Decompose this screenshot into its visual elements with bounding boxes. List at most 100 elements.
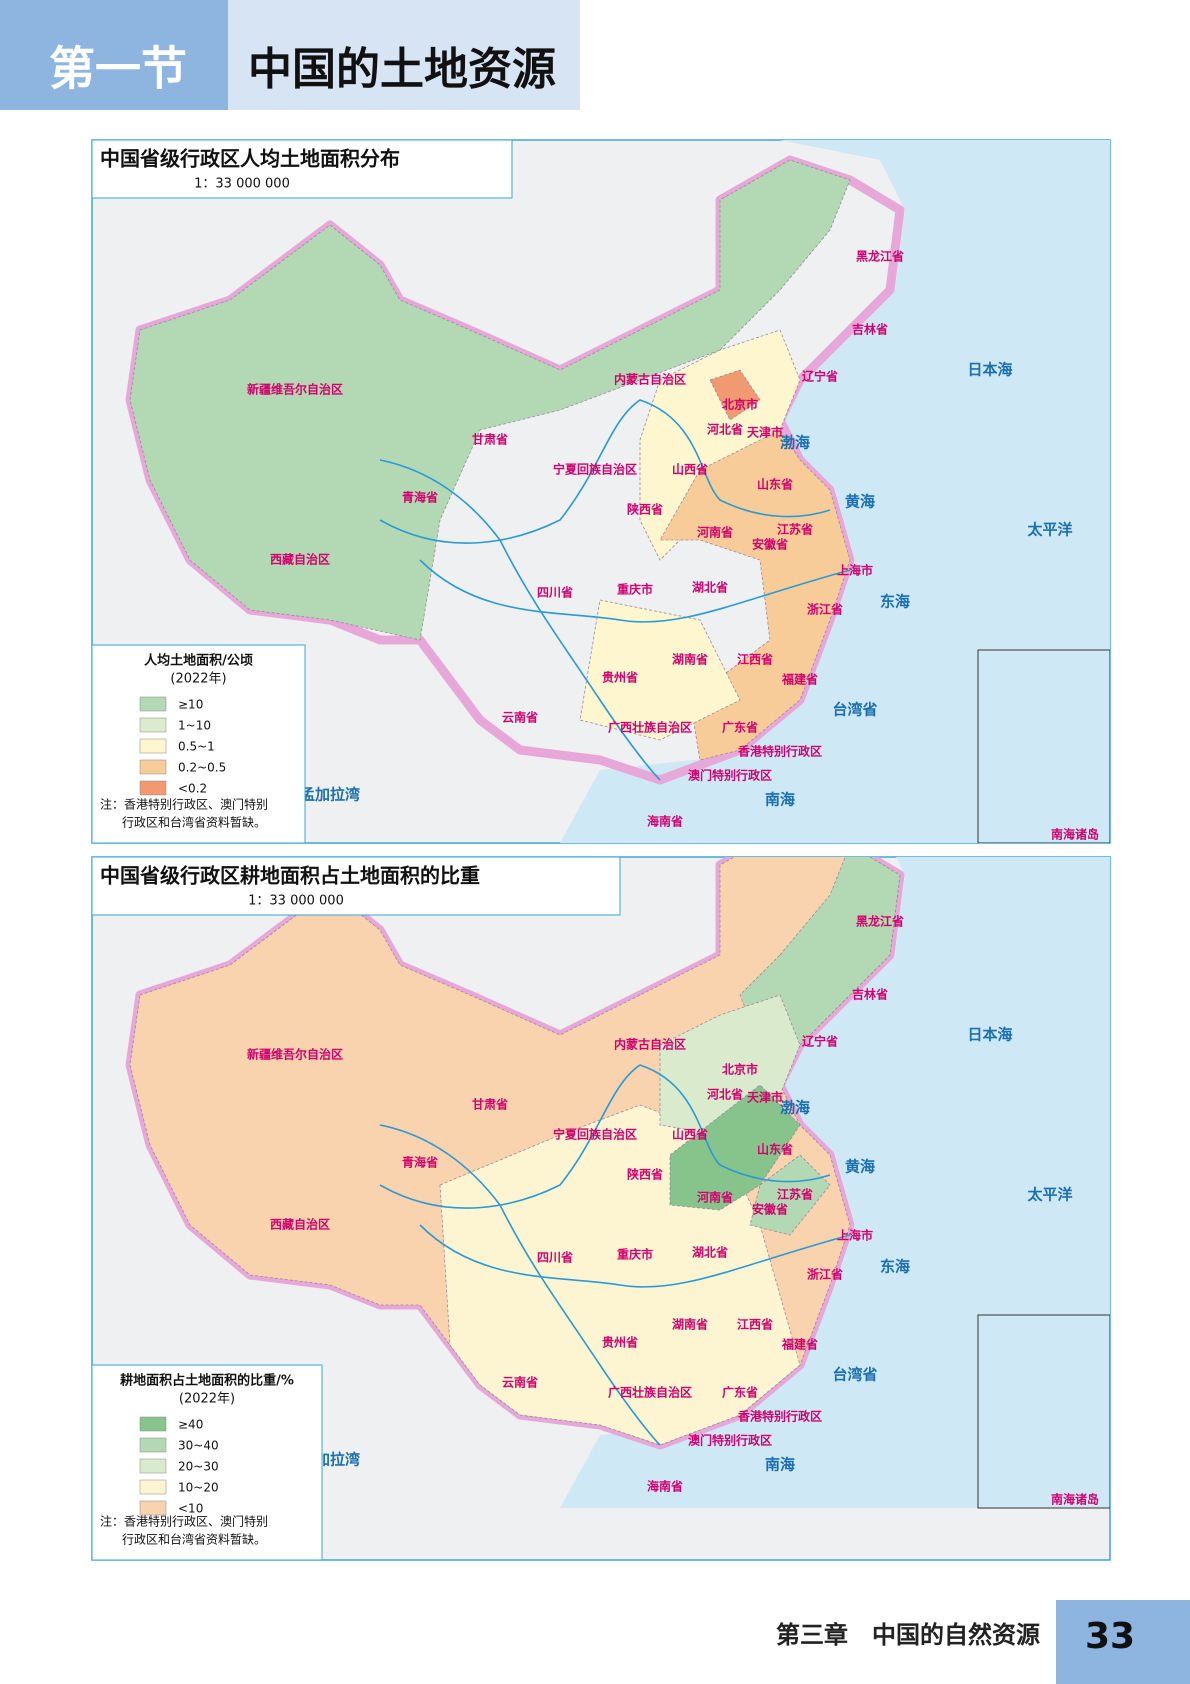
legend-label: 0.2~0.5 bbox=[178, 761, 226, 775]
sea-label: 东海 bbox=[880, 593, 910, 611]
legend-note: 注：香港特别行政区、澳门特别 bbox=[100, 1514, 268, 1529]
sea-label: 渤海 bbox=[780, 434, 810, 452]
legend-label: 20~30 bbox=[178, 1460, 219, 1474]
place-label: 新疆维吾尔自治区 bbox=[247, 382, 343, 397]
place-label: 香港特别行政区 bbox=[737, 1409, 822, 1424]
place-label: 甘肃省 bbox=[472, 1097, 508, 1112]
place-label: 重庆市 bbox=[617, 1247, 653, 1262]
place-label: 甘肃省 bbox=[472, 432, 508, 447]
place-label: 新疆维吾尔自治区 bbox=[247, 1047, 343, 1062]
place-label: 天津市 bbox=[747, 425, 783, 440]
sea-label: 南海 bbox=[765, 1456, 795, 1474]
place-label: 重庆市 bbox=[617, 582, 653, 597]
region bbox=[579, 599, 741, 741]
place-label: 西藏自治区 bbox=[270, 1217, 330, 1232]
section-title: 中国的土地资源 bbox=[248, 44, 556, 95]
place-label: 河北省 bbox=[706, 422, 743, 437]
legend-swatch bbox=[139, 1500, 167, 1516]
place-label: 江西省 bbox=[737, 1317, 773, 1332]
place-label: 宁夏回族自治区 bbox=[553, 462, 637, 477]
legend-box bbox=[91, 644, 306, 844]
legend-label: <0.2 bbox=[178, 782, 207, 796]
place-label: 湖北省 bbox=[692, 580, 728, 595]
maps: 新疆维吾尔自治区西藏自治区青海省甘肃省内蒙古自治区四川省云南省贵州省广西壮族自治… bbox=[91, 139, 1111, 1561]
page-number-box bbox=[1056, 1600, 1190, 1684]
legend-swatch bbox=[139, 1437, 167, 1453]
place-label: 香港特别行政区 bbox=[737, 744, 822, 759]
place-label: 山西省 bbox=[672, 1127, 708, 1142]
legend-year: (2022年) bbox=[179, 1392, 235, 1407]
place-label: 宁夏回族自治区 bbox=[553, 1127, 637, 1142]
map-title: 中国省级行政区人均土地面积分布 bbox=[100, 147, 400, 171]
legend-note: 行政区和台湾省资料暂缺。 bbox=[122, 815, 266, 830]
place-label: 云南省 bbox=[502, 1375, 538, 1390]
legend-note: 行政区和台湾省资料暂缺。 bbox=[122, 1532, 266, 1547]
legend-title: 人均土地面积/公顷 bbox=[144, 653, 253, 669]
sea bbox=[560, 140, 1110, 843]
legend-swatch bbox=[139, 1416, 167, 1432]
place-label: 云南省 bbox=[502, 710, 538, 725]
map-title-box bbox=[91, 139, 513, 199]
legend-swatch bbox=[139, 696, 167, 712]
legend-label: 1~10 bbox=[178, 719, 211, 733]
place-label: 辽宁省 bbox=[802, 369, 838, 384]
place-label: 青海省 bbox=[402, 490, 438, 505]
sea-label: 日本海 bbox=[967, 1026, 1012, 1044]
place-label: 贵州省 bbox=[602, 1335, 638, 1350]
region bbox=[709, 369, 761, 421]
place-label: 河南省 bbox=[696, 1190, 733, 1205]
legend-label: ≥40 bbox=[178, 1418, 203, 1432]
place-label: 西藏自治区 bbox=[270, 552, 330, 567]
place-label: 天津市 bbox=[747, 1090, 783, 1105]
sea bbox=[560, 857, 1110, 1508]
legend-box bbox=[91, 1364, 323, 1561]
place-label: 浙江省 bbox=[807, 1267, 843, 1282]
place-label: 河北省 bbox=[706, 1087, 743, 1102]
legend-swatch bbox=[139, 1479, 167, 1495]
place-label: 广东省 bbox=[722, 1385, 758, 1400]
legend-label: 30~40 bbox=[178, 1439, 219, 1453]
map-scale: 1：33 000 000 bbox=[194, 177, 290, 192]
place-label: 湖北省 bbox=[692, 1245, 728, 1260]
place-label: 浙江省 bbox=[807, 602, 843, 617]
place-label: 陕西省 bbox=[627, 1167, 663, 1182]
region bbox=[129, 159, 851, 641]
chapter-title: 第三章 中国的自然资源 bbox=[776, 1621, 1040, 1649]
inset-frame bbox=[977, 1314, 1110, 1509]
map-scale: 1：33 000 000 bbox=[248, 894, 344, 909]
place-label: 安徽省 bbox=[752, 1202, 788, 1217]
sea-label: 太平洋 bbox=[1027, 1186, 1072, 1204]
legend-label: 10~20 bbox=[178, 1481, 219, 1495]
place-label: 河南省 bbox=[696, 525, 733, 540]
sea-label: 东海 bbox=[880, 1258, 910, 1276]
sea-label: 南海 bbox=[765, 791, 795, 809]
place-label: 广西壮族自治区 bbox=[608, 720, 692, 735]
legend-swatch bbox=[139, 717, 167, 733]
legend-swatch bbox=[139, 738, 167, 754]
legend-label: 0.5~1 bbox=[178, 740, 215, 754]
inset-frame bbox=[977, 649, 1110, 843]
section-number: 第一节 bbox=[49, 42, 187, 96]
sea-label: 台湾省 bbox=[832, 701, 877, 719]
legend-year: (2022年) bbox=[170, 672, 226, 687]
place-label: 吉林省 bbox=[852, 322, 888, 337]
place-label: 湖南省 bbox=[672, 1317, 708, 1332]
place-label: 上海市 bbox=[837, 563, 873, 578]
sea-label: 渤海 bbox=[780, 1099, 810, 1117]
place-label: 陕西省 bbox=[627, 502, 663, 517]
river bbox=[379, 459, 661, 781]
map-title-box bbox=[91, 856, 621, 916]
place-label: 四川省 bbox=[537, 1250, 573, 1265]
place-label: 北京市 bbox=[722, 1062, 758, 1077]
sea-label: 太平洋 bbox=[1027, 521, 1072, 539]
place-label: 广西壮族自治区 bbox=[608, 1385, 692, 1400]
region bbox=[659, 429, 851, 761]
place-label: 湖南省 bbox=[672, 652, 708, 667]
place-label: 贵州省 bbox=[602, 670, 638, 685]
place-label: 澳门特别行政区 bbox=[688, 768, 772, 783]
place-label: 山东省 bbox=[757, 477, 793, 492]
sea-label: 黄海 bbox=[845, 1158, 875, 1176]
